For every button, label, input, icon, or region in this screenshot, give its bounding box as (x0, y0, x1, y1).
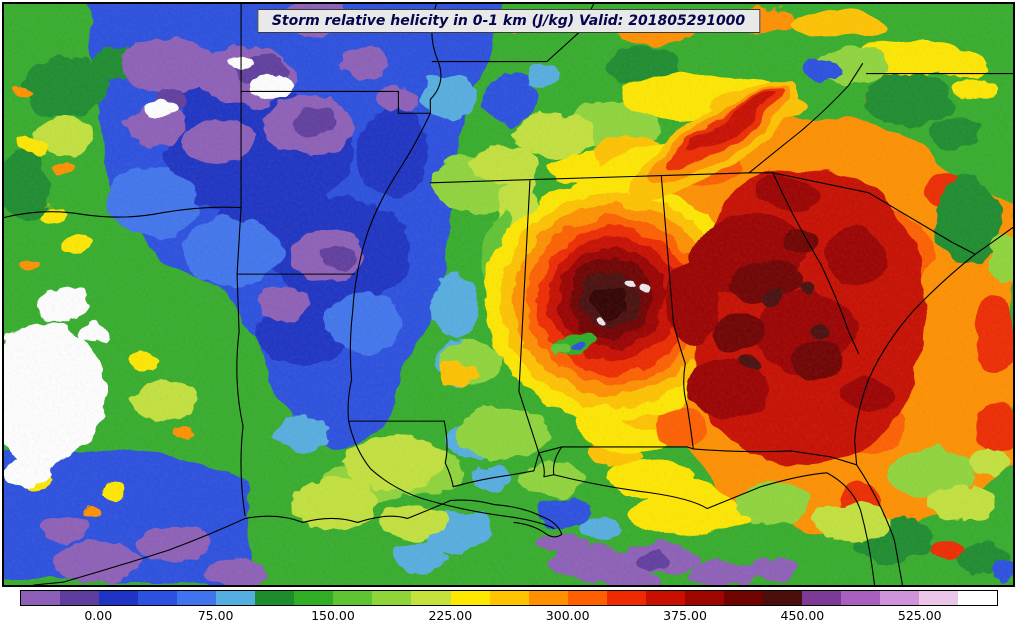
colorbar-segment (450, 591, 490, 605)
colorbar-tick-label: 0.00 (84, 608, 113, 623)
border-tx-ok-red-river (4, 206, 242, 219)
coast-louisiana-delta (244, 499, 563, 538)
colorbar-segment (840, 591, 881, 605)
colorbar-segment (138, 591, 178, 605)
colorbar-segment (684, 591, 724, 605)
colorbar-segment (333, 591, 373, 605)
map-title-text: Storm relative helicity in 0-1 km (J/kg)… (271, 13, 746, 29)
coast-florida-east (856, 464, 903, 585)
coast-atlantic-carolinas-georgia (854, 226, 1013, 466)
colorbar-strip (20, 590, 998, 606)
border-tx-la (236, 273, 246, 517)
border-mo-ar (240, 90, 431, 114)
border-al-ga (660, 176, 694, 450)
colorbar-segment (723, 591, 763, 605)
colorbar-segment (255, 591, 295, 605)
map-title: Storm relative helicity in 0-1 km (J/kg)… (256, 9, 761, 33)
colorbar-tick-label: 300.00 (545, 608, 590, 623)
colorbar-segment (177, 591, 217, 605)
colorbar-segment (21, 591, 61, 605)
colorbar-segment (372, 591, 412, 605)
colorbar-segment (489, 591, 529, 605)
border-nc-sc (772, 172, 976, 255)
colorbar-segment (919, 591, 959, 605)
helicity-map: Storm relative helicity in 0-1 km (J/kg)… (2, 2, 1015, 587)
coast-mississippi-mobile-bay (452, 446, 563, 488)
border-ms-al (518, 180, 540, 454)
colorbar-segment (99, 591, 139, 605)
colorbar-tick-label: 450.00 (780, 608, 825, 623)
colorbar-tick-label: 75.00 (197, 608, 234, 623)
coastlines (33, 226, 1013, 585)
map-svg (4, 4, 1013, 585)
colorbar-segment (411, 591, 451, 605)
colorbar-segment (801, 591, 841, 605)
border-ga-sc (772, 172, 860, 355)
noise-texture-light (4, 4, 1013, 585)
border-tn-south (429, 172, 750, 184)
border-tn-nc (748, 63, 864, 174)
colorbar-ticks: 0.00 75.00 150.00 225.00 300.00 375.00 450.00 5… (20, 608, 998, 628)
colorbar-segment (606, 591, 646, 605)
colorbar-segment (294, 591, 334, 605)
colorbar-segment (60, 591, 100, 605)
colorbar-segment (528, 591, 568, 605)
colorbar-segment (880, 591, 920, 605)
colorbar-tick-label: 525.00 (897, 608, 942, 623)
colorbar-tick-label: 225.00 (428, 608, 473, 623)
border-pearl-river (443, 420, 454, 488)
border-fl-north (538, 446, 858, 466)
coast-texas (33, 517, 246, 585)
colorbar-tick-label: 150.00 (311, 608, 355, 623)
colorbar-segment (216, 591, 256, 605)
colorbar-segment (762, 591, 802, 605)
coast-florida-panhandle (553, 472, 876, 585)
colorbar-segment (645, 591, 685, 605)
colorbar-segment (958, 591, 998, 605)
colorbar-tick-label: 375.00 (663, 608, 707, 623)
border-mississippi-river (347, 4, 555, 529)
colorbar-segment (567, 591, 607, 605)
